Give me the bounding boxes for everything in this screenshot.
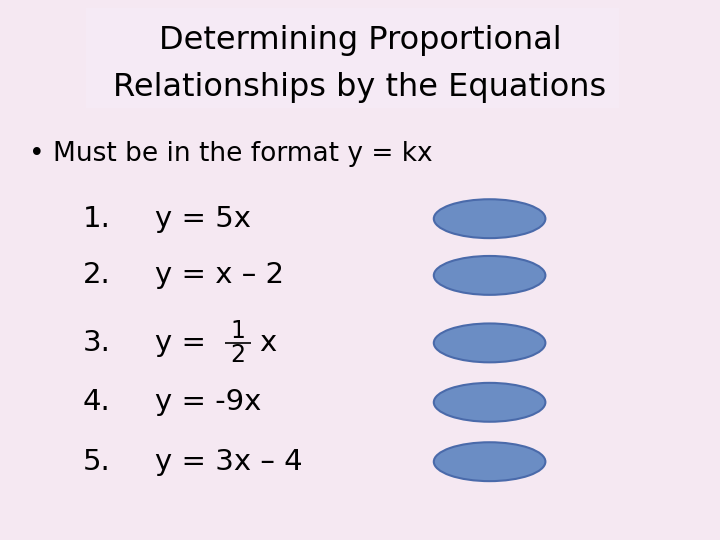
- Text: Relationships by the Equations: Relationships by the Equations: [113, 72, 607, 103]
- Text: y = -9x: y = -9x: [155, 388, 261, 416]
- Ellipse shape: [433, 442, 546, 481]
- Ellipse shape: [433, 256, 546, 295]
- Ellipse shape: [433, 199, 546, 238]
- Ellipse shape: [433, 323, 546, 362]
- Text: 4.: 4.: [83, 388, 111, 416]
- Text: 2.: 2.: [83, 261, 111, 289]
- Text: y = 3x – 4: y = 3x – 4: [155, 448, 302, 476]
- Text: y =: y =: [155, 329, 215, 357]
- FancyBboxPatch shape: [86, 8, 619, 108]
- Text: y = x – 2: y = x – 2: [155, 261, 284, 289]
- Text: 5.: 5.: [83, 448, 111, 476]
- Text: 3.: 3.: [83, 329, 111, 357]
- Ellipse shape: [433, 383, 546, 422]
- Text: 1: 1: [230, 319, 245, 343]
- Text: Determining Proportional: Determining Proportional: [158, 25, 562, 56]
- Text: 1.: 1.: [83, 205, 111, 233]
- Text: • Must be in the format y = kx: • Must be in the format y = kx: [29, 141, 433, 167]
- Text: x: x: [259, 329, 276, 357]
- Text: y = 5x: y = 5x: [155, 205, 251, 233]
- Text: 2: 2: [230, 343, 245, 367]
